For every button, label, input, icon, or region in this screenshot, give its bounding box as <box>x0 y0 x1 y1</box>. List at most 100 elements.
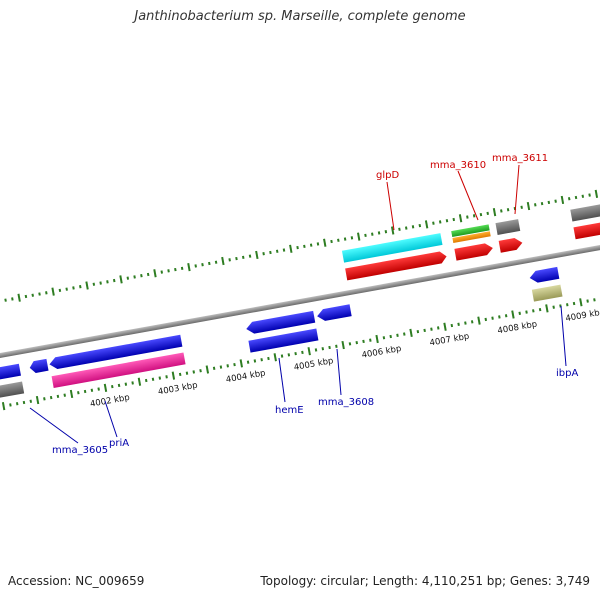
tick-mark <box>574 195 578 200</box>
tick-mark <box>269 250 272 255</box>
tick-mark <box>112 278 116 283</box>
tick-mark <box>146 272 150 277</box>
tick-mark <box>371 232 374 236</box>
tick-mark <box>85 281 89 290</box>
tick-mark <box>35 395 40 405</box>
tick-mark <box>377 231 381 235</box>
tick-label: 4005 kbp <box>293 356 334 373</box>
feature-mma-3610 <box>451 224 490 238</box>
tick-mark <box>49 395 53 400</box>
tick-mark <box>375 334 379 344</box>
tick-mark <box>588 193 591 197</box>
tick-mark <box>79 285 82 289</box>
tick-mark <box>593 298 596 302</box>
feature-blue-left-2 <box>29 358 49 373</box>
tick-mark <box>221 256 225 266</box>
tick-mark <box>525 310 528 314</box>
tick-mark <box>484 317 488 322</box>
feature-hemE <box>248 328 319 353</box>
tick-mark <box>185 371 189 375</box>
tick-mark <box>314 348 318 352</box>
tick-mark <box>335 344 338 348</box>
tick-mark <box>192 370 196 374</box>
tick-mark <box>140 274 143 278</box>
tick-mark <box>369 338 372 342</box>
tick-mark <box>498 315 501 319</box>
tick-mark <box>187 263 191 272</box>
tick-mark <box>63 393 66 397</box>
tick-mark <box>117 383 121 388</box>
tick-mark <box>464 321 467 325</box>
tick-mark <box>423 328 426 333</box>
gene-label-priA: priA <box>109 438 129 449</box>
tick-mark <box>384 230 388 234</box>
tick-label: 4002 kbp <box>89 393 130 410</box>
tick-mark <box>180 266 184 271</box>
tick-mark <box>208 261 211 266</box>
leader-mma-3610 <box>457 170 479 221</box>
tick-mark <box>341 340 345 350</box>
tick-mark <box>219 365 223 369</box>
tick-mark <box>443 322 447 331</box>
tick-mark <box>171 371 176 380</box>
tick-mark <box>158 376 162 380</box>
tick-mark <box>31 293 34 297</box>
feature-blue-left-1 <box>0 363 21 382</box>
tick-mark <box>9 403 12 407</box>
tick-mark <box>246 360 250 364</box>
tick-mark <box>124 382 128 386</box>
tick-mark <box>17 293 21 302</box>
tick-mark <box>389 334 392 339</box>
feature-glpD <box>341 233 443 263</box>
tick-mark <box>411 225 415 229</box>
gene-leaders <box>29 164 567 444</box>
tick-mark <box>350 236 354 240</box>
tick-mark <box>526 201 531 211</box>
tick-mark <box>205 365 210 374</box>
tick-mark <box>267 356 270 361</box>
tick-mark <box>301 350 304 355</box>
tick-mark <box>436 326 440 330</box>
tick-mark <box>323 238 327 247</box>
tick-label: 4008 kbp <box>497 319 538 336</box>
tick-mark <box>239 359 243 368</box>
tick-mark <box>316 242 320 246</box>
tick-mark <box>330 239 333 244</box>
tick-mark <box>538 307 542 312</box>
tick-label: 4006 kbp <box>361 344 402 361</box>
tick-mark <box>560 195 565 205</box>
tick-mark <box>424 220 429 229</box>
tick-mark <box>97 387 100 391</box>
tick-mark <box>432 221 435 225</box>
tick-mark <box>289 244 293 253</box>
tick-mark <box>404 226 408 230</box>
tick-mark <box>511 310 515 319</box>
tick-mark <box>103 383 108 392</box>
tick-mark <box>248 254 252 258</box>
tick-label: 4003 kbp <box>157 381 198 398</box>
tick-mark <box>160 270 164 274</box>
tick-mark <box>552 305 555 309</box>
tick-label: 4009 kbp <box>565 307 600 324</box>
tick-mark <box>567 197 571 201</box>
feature-mma-3605 <box>49 334 183 370</box>
feature-gray-left <box>0 381 25 399</box>
tick-mark <box>287 353 291 357</box>
feature-mma-3611 <box>495 219 521 235</box>
feature-gray-right <box>570 202 600 222</box>
tick-mark <box>586 299 589 303</box>
feature-red-1 <box>345 251 447 281</box>
tick-mark <box>348 342 352 346</box>
tick-mark <box>409 328 413 337</box>
tick-mark <box>321 347 325 351</box>
tick-mark <box>77 391 80 395</box>
feature-hemE-1 <box>246 310 316 334</box>
tick-mark <box>1 402 6 411</box>
tick-mark <box>470 320 474 324</box>
tick-mark <box>255 250 259 260</box>
tick-mark <box>233 362 236 367</box>
tick-mark <box>547 200 551 205</box>
tick-mark <box>72 286 75 290</box>
feature-ibpA <box>531 284 563 302</box>
tick-mark <box>24 294 28 299</box>
